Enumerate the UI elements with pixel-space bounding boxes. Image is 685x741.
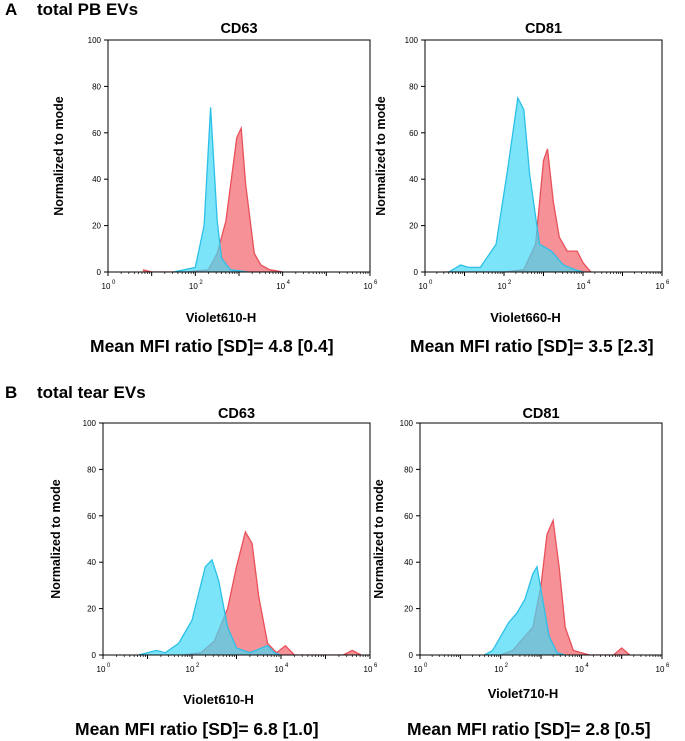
x-tick-label: 10 xyxy=(186,665,195,674)
x-tick-label: 10 xyxy=(494,665,503,674)
series-blue-line xyxy=(484,564,566,655)
y-tick-label: 100 xyxy=(400,419,414,428)
y-tick-label: 100 xyxy=(83,419,97,428)
chart-title: CD63 xyxy=(218,406,255,422)
y-tick-label: 0 xyxy=(97,268,102,277)
chart-title: CD63 xyxy=(220,21,257,37)
x-tick-label: 10 xyxy=(575,665,584,674)
x-tick-label: 10 xyxy=(577,282,586,291)
y-tick-label: 80 xyxy=(92,82,101,91)
panel-letter-a: A xyxy=(5,0,18,19)
y-tick-label: 40 xyxy=(92,175,101,184)
x-tick-exponent: 0 xyxy=(424,663,428,669)
y-tick-label: 20 xyxy=(409,222,418,231)
x-tick-exponent: 6 xyxy=(666,663,670,669)
x-tick-exponent: 2 xyxy=(505,663,509,669)
y-axis-label: Normalized to mode xyxy=(372,479,386,599)
caption-tear-cd63: Mean MFI ratio [SD]= 6.8 [1.0] xyxy=(75,719,319,739)
y-tick-label: 40 xyxy=(409,175,418,184)
x-tick-label: 10 xyxy=(656,665,665,674)
x-tick-label: 10 xyxy=(498,282,507,291)
x-tick-exponent: 2 xyxy=(508,280,512,286)
series-red-line xyxy=(142,125,283,272)
plot-area xyxy=(444,95,592,272)
x-tick-exponent: 2 xyxy=(199,280,203,286)
y-tick-label: 60 xyxy=(92,129,101,138)
x-tick-exponent: 0 xyxy=(107,663,111,669)
x-axis-label: Violet710-H xyxy=(488,686,559,701)
y-tick-label: 0 xyxy=(414,268,419,277)
panel-title-b: total tear EVs xyxy=(37,383,146,402)
series-blue-line xyxy=(138,558,282,655)
series-blue-area xyxy=(484,566,566,655)
y-axis-label: Normalized to mode xyxy=(49,479,63,599)
caption-pb-cd81: Mean MFI ratio [SD]= 3.5 [2.3] xyxy=(410,336,654,356)
x-tick-label: 10 xyxy=(97,665,106,674)
y-tick-label: 40 xyxy=(87,558,96,567)
series-red-area xyxy=(142,128,283,272)
y-tick-label: 20 xyxy=(92,222,101,231)
y-tick-label: 20 xyxy=(404,605,413,614)
x-axis-label: Violet610-H xyxy=(186,310,257,325)
y-tick-label: 0 xyxy=(409,651,414,660)
x-tick-label: 10 xyxy=(276,282,285,291)
plot-area xyxy=(484,517,631,655)
panel-letter-b: B xyxy=(5,383,18,402)
y-tick-label: 100 xyxy=(405,36,419,45)
x-axis-label: Violet660-H xyxy=(490,310,561,325)
x-tick-exponent: 4 xyxy=(587,280,591,286)
y-tick-label: 0 xyxy=(92,651,97,660)
y-tick-label: 60 xyxy=(409,129,418,138)
y-axis-label: Normalized to mode xyxy=(374,96,388,216)
y-tick-label: 80 xyxy=(404,465,413,474)
series-blue-line xyxy=(173,107,248,272)
chart-title: CD81 xyxy=(525,21,562,37)
x-tick-exponent: 6 xyxy=(666,280,670,286)
x-axis-label: Violet610-H xyxy=(183,692,254,707)
series-blue-area xyxy=(138,559,281,655)
x-tick-label: 10 xyxy=(364,665,373,674)
x-tick-exponent: 0 xyxy=(112,280,116,286)
y-tick-label: 40 xyxy=(404,558,413,567)
x-tick-label: 10 xyxy=(189,282,198,291)
caption-pb-cd63: Mean MFI ratio [SD]= 4.8 [0.4] xyxy=(90,336,334,356)
y-tick-label: 60 xyxy=(404,512,413,521)
y-tick-label: 80 xyxy=(409,82,418,91)
x-tick-exponent: 2 xyxy=(196,663,200,669)
plot-area xyxy=(138,530,362,655)
series-blue-area xyxy=(448,98,583,272)
y-tick-label: 100 xyxy=(88,36,102,45)
x-tick-exponent: 4 xyxy=(585,663,589,669)
series-blue-area xyxy=(173,107,248,272)
x-tick-exponent: 4 xyxy=(287,280,291,286)
x-tick-exponent: 4 xyxy=(285,663,289,669)
x-tick-exponent: 6 xyxy=(374,280,378,286)
x-tick-label: 10 xyxy=(419,282,428,291)
x-tick-label: 10 xyxy=(656,282,665,291)
chart-title: CD81 xyxy=(522,406,559,422)
x-tick-exponent: 6 xyxy=(374,663,378,669)
series-blue-line xyxy=(448,95,584,272)
plot-area xyxy=(142,107,283,272)
x-tick-exponent: 0 xyxy=(429,280,433,286)
y-tick-label: 80 xyxy=(87,465,96,474)
series-red-line xyxy=(444,148,592,272)
y-tick-label: 60 xyxy=(87,512,96,521)
y-axis-label: Normalized to mode xyxy=(52,96,66,216)
panel-title-a: total PB EVs xyxy=(37,0,139,19)
x-tick-label: 10 xyxy=(414,665,423,674)
series-red-area xyxy=(444,149,591,272)
x-tick-label: 10 xyxy=(102,282,111,291)
y-tick-label: 20 xyxy=(87,605,96,614)
caption-tear-cd81: Mean MFI ratio [SD]= 2.8 [0.5] xyxy=(407,719,651,739)
x-tick-label: 10 xyxy=(275,665,284,674)
x-tick-label: 10 xyxy=(364,282,373,291)
